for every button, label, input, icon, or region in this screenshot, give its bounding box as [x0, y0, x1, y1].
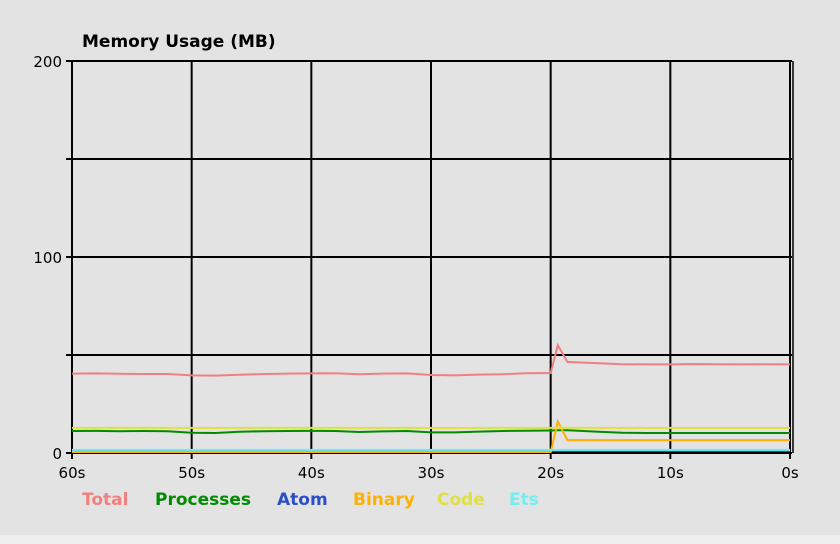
y-tick-label: 100 — [33, 249, 62, 267]
y-tick-label: 200 — [33, 53, 62, 71]
legend-item-processes: Processes — [155, 490, 251, 510]
y-tick-label: 0 — [52, 445, 62, 463]
series-line-binary — [72, 418, 790, 453]
x-tick-label: 40s — [298, 464, 325, 482]
legend-item-total: Total — [82, 490, 128, 510]
chart-title: Memory Usage (MB) — [82, 32, 276, 52]
legend: Total Processes Atom Binary Code Ets — [82, 490, 539, 510]
x-tick-label: 20s — [537, 464, 564, 482]
gridlines — [66, 60, 794, 459]
x-tick-label: 50s — [178, 464, 205, 482]
x-tick-label: 30s — [418, 464, 445, 482]
x-tick-label: 10s — [657, 464, 684, 482]
series-line-processes — [71, 429, 790, 435]
legend-item-ets: Ets — [509, 490, 539, 510]
legend-item-code: Code — [437, 490, 485, 510]
legend-item-atom: Atom — [277, 490, 328, 510]
series-line-total — [71, 342, 791, 377]
x-tick-label: 0s — [781, 464, 799, 482]
axes: 0 100 200 60s 50s 40s 30s 20s 10s 0s — [33, 53, 799, 482]
series-lines — [71, 342, 791, 453]
legend-item-binary: Binary — [353, 490, 415, 510]
x-tick-label: 60s — [59, 464, 86, 482]
